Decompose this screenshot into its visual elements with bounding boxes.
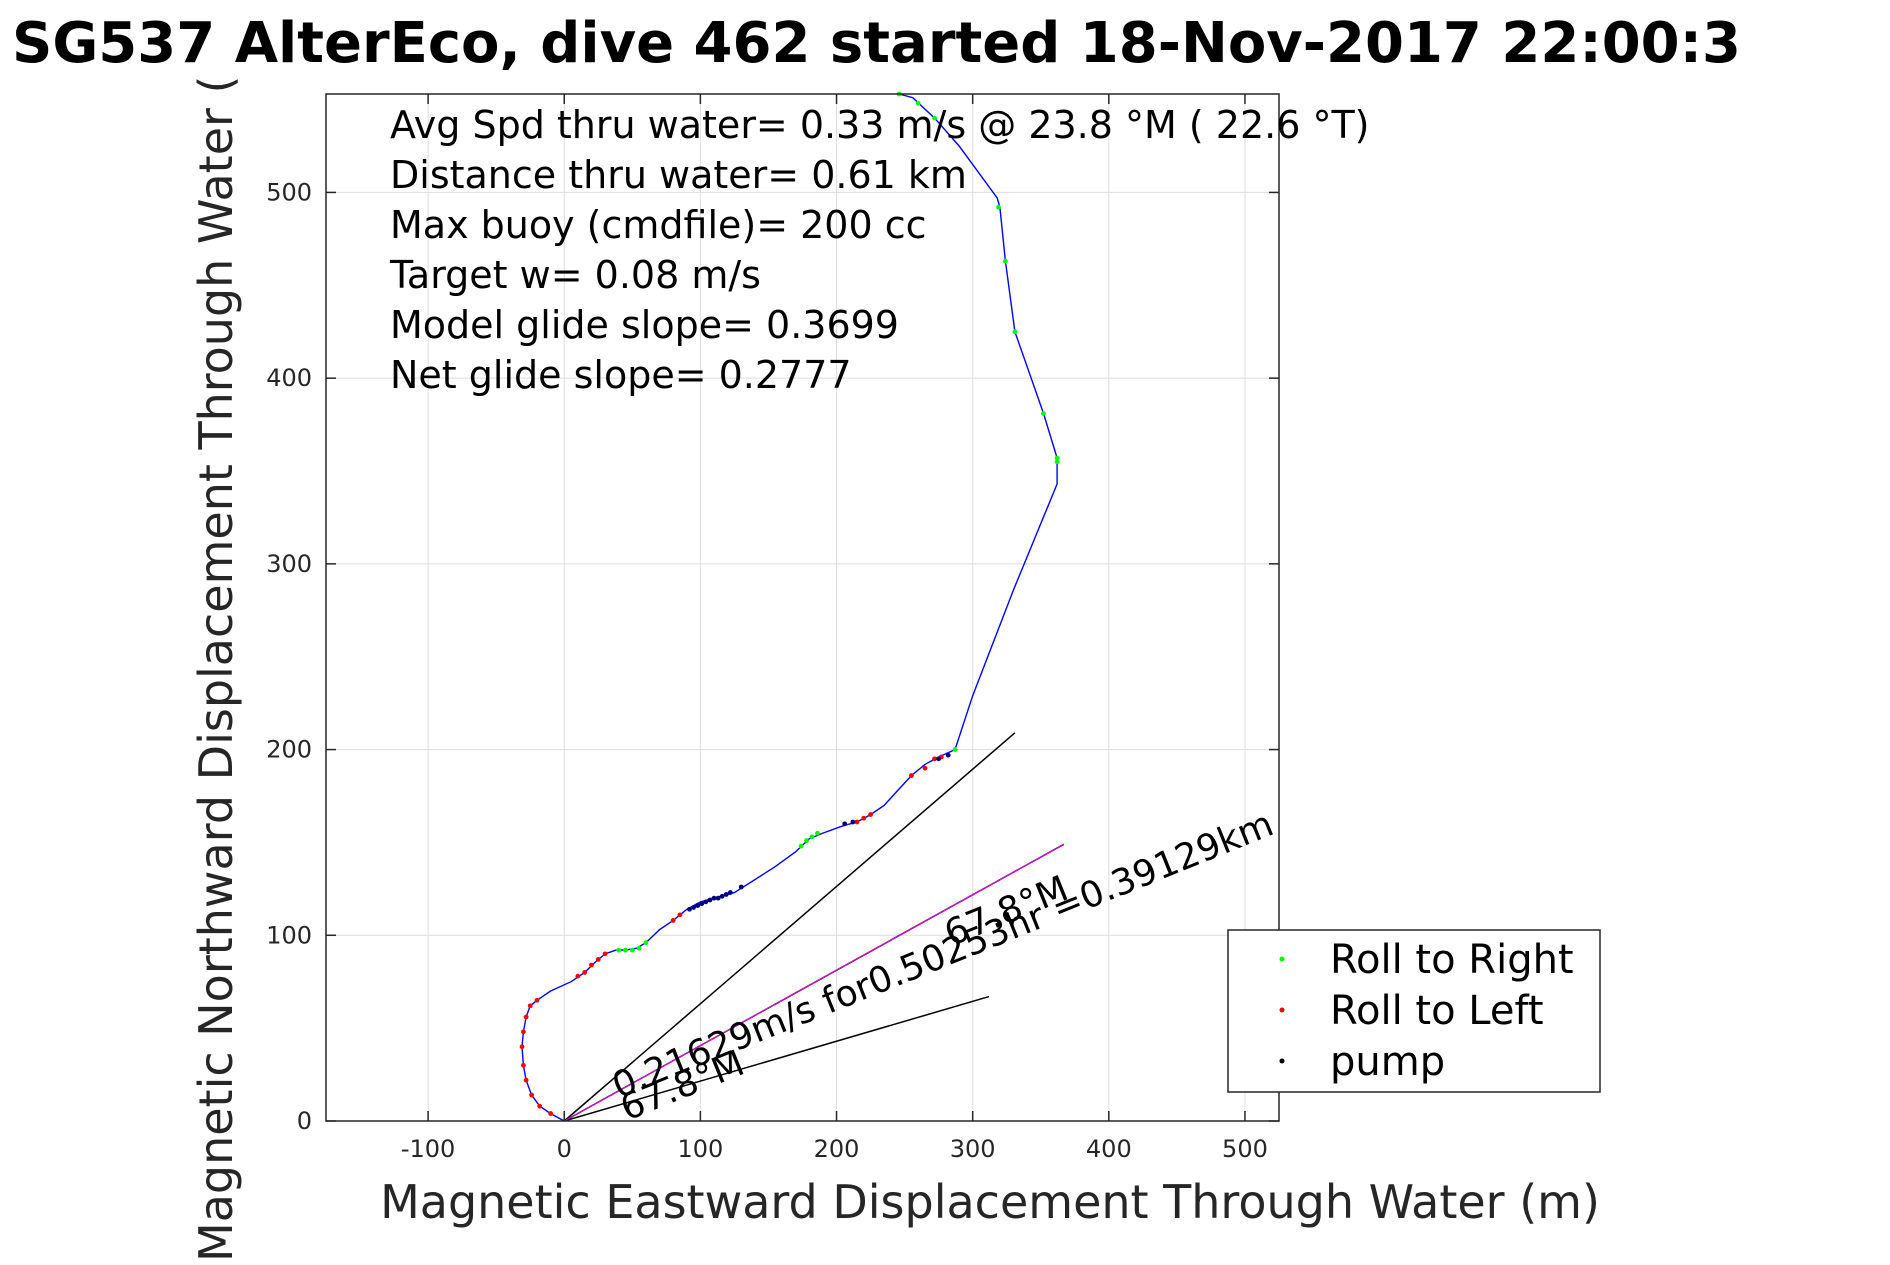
x-tick-label: 400 <box>1086 1135 1132 1163</box>
roll-right-point <box>643 940 649 946</box>
x-tick-label: 100 <box>677 1135 723 1163</box>
roll-left-point <box>582 970 588 975</box>
roll-right-point <box>636 945 642 951</box>
dive-stat-line: Max buoy (cmdfile)= 200 cc <box>390 203 927 247</box>
legend: Roll to Right Roll to Left pump <box>1227 929 1601 1093</box>
roll-right-point <box>629 947 635 953</box>
legend-marker-pump <box>1279 1058 1285 1064</box>
dive-stat-line: Avg Spd thru water= 0.33 m/s @ 23.8 °M (… <box>390 103 1370 147</box>
roll-left-point <box>602 951 608 957</box>
pump-point <box>707 897 713 903</box>
pump-point <box>699 901 705 907</box>
legend-label-roll-left: Roll to Left <box>1330 988 1544 1034</box>
roll-left-point <box>595 957 601 962</box>
y-tick-label: 0 <box>297 1107 312 1135</box>
y-tick-label: 100 <box>266 921 312 949</box>
roll-right-point <box>616 947 622 953</box>
roll-left-point <box>932 756 937 762</box>
pump-point <box>945 752 951 758</box>
pump-point <box>715 895 721 901</box>
pump-point <box>695 903 701 908</box>
roll-left-point <box>548 1111 554 1116</box>
roll-left-point <box>521 1029 526 1035</box>
x-axis-label: Magnetic Eastward Displacement Through W… <box>380 1175 1600 1229</box>
roll-left-point <box>922 765 928 771</box>
roll-right-point <box>1012 329 1018 335</box>
x-tick-label: 0 <box>557 1135 572 1163</box>
y-tick-label: 300 <box>266 550 312 578</box>
roll-right-point <box>1041 411 1046 416</box>
pump-point <box>691 905 696 910</box>
x-tick-label: -100 <box>401 1135 455 1163</box>
roll-left-point <box>523 1077 529 1083</box>
roll-right-point <box>1054 455 1060 461</box>
dive-stat-line: Model glide slope= 0.3699 <box>390 303 899 347</box>
roll-right-point <box>809 834 815 840</box>
current-wedge-line <box>564 995 990 1122</box>
legend-label-roll-right: Roll to Right <box>1330 937 1574 983</box>
legend-marker-roll-right <box>1279 956 1285 962</box>
axis-ticks: -100 0 100 200 300 400 500 0 100 200 300 400 500 <box>266 94 1279 1163</box>
pump-point <box>738 884 744 890</box>
roll-left-point <box>677 912 683 918</box>
pump-point <box>711 895 717 901</box>
legend-marker-roll-left <box>1279 1007 1285 1013</box>
roll-left-point <box>537 1103 543 1109</box>
pump-point <box>850 819 856 825</box>
current-wedge-line <box>563 732 1016 1122</box>
roll-left-point <box>529 1092 534 1098</box>
roll-left-point <box>670 918 676 923</box>
x-tick-label: 200 <box>814 1135 860 1163</box>
x-tick-label: 300 <box>950 1135 996 1163</box>
roll-right-point <box>1002 258 1008 264</box>
roll-left-point <box>534 997 540 1003</box>
pump-point <box>727 890 733 895</box>
legend-label-pump: pump <box>1330 1039 1445 1085</box>
roll-left-point <box>909 773 914 778</box>
roll-right-point <box>815 830 820 836</box>
roll-left-point <box>589 962 594 968</box>
glider-track-line <box>521 93 1058 1122</box>
roll-right-point <box>623 947 628 953</box>
roll-left-point <box>854 819 860 825</box>
roll-left-point <box>575 973 581 979</box>
dive-stat-line: Distance thru water= 0.61 km <box>390 153 967 197</box>
roll-right-point <box>932 115 937 121</box>
plot-area-frame <box>325 93 1280 1122</box>
pump-point <box>842 821 848 827</box>
chart-title: SG537 AlterEco, dive 462 started 18-Nov-… <box>12 11 1741 76</box>
roll-right-point <box>915 100 921 106</box>
y-tick-label: 500 <box>266 178 312 206</box>
roll-right-point <box>996 204 1001 210</box>
roll-left-point <box>527 1003 533 1009</box>
dive-stat-line: Net glide slope= 0.2777 <box>390 353 852 397</box>
legend-box <box>1227 929 1601 1093</box>
current-vector-highlight <box>564 843 1065 1122</box>
roll-right-point <box>798 843 804 849</box>
roll-left-point <box>861 815 867 821</box>
roll-right-point <box>804 838 809 843</box>
pump-point <box>687 906 692 912</box>
x-tick-label: 500 <box>1222 1135 1268 1163</box>
roll-right-point <box>952 747 958 752</box>
pump-point <box>719 893 725 899</box>
roll-left-point <box>521 1062 526 1068</box>
dive-stats-text: Avg Spd thru water= 0.33 m/s @ 23.8 °M (… <box>389 103 1370 397</box>
pump-point <box>723 892 729 897</box>
pump-point <box>936 756 942 762</box>
pump-point <box>703 899 709 905</box>
roll-right-point <box>1054 459 1060 465</box>
roll-left-point <box>868 812 873 817</box>
dive-stat-line: Target w= 0.08 m/s <box>389 253 761 297</box>
roll-left-point <box>519 1044 525 1050</box>
y-tick-label: 400 <box>266 364 312 392</box>
y-tick-label: 200 <box>266 736 312 764</box>
y-axis-label: Magnetic Northward Displacement Through … <box>189 76 243 1260</box>
roll-left-point <box>523 1014 529 1020</box>
